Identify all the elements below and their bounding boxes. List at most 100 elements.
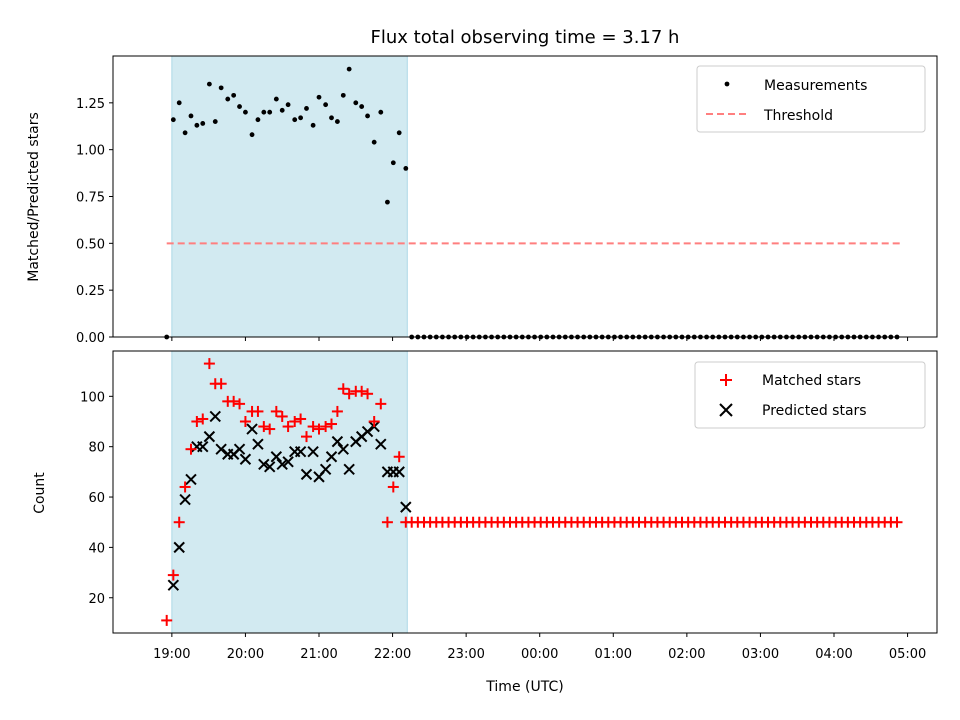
x-tick-label: 20:00: [227, 647, 264, 662]
measurement-point: [396, 130, 402, 136]
matched-star-point: [375, 398, 387, 410]
matched-star-point: [362, 388, 374, 400]
predicted-star-point: [179, 493, 191, 506]
predicted-star-point: [173, 541, 185, 554]
measurement-point: [261, 109, 267, 115]
top-y-tick-label: 0.75: [76, 191, 105, 206]
matched-star-point: [276, 410, 288, 422]
top-y-tick-label: 1.25: [76, 97, 105, 112]
matched-star-point: [252, 405, 264, 417]
measurement-point: [170, 117, 176, 123]
x-tick-label: 02:00: [668, 647, 705, 662]
bottom-panel: 20 40 60 80 100 19:00 20:00 21:00 22:00 23:00 00:…: [32, 350, 938, 695]
top-y-tick-label: 0.00: [76, 331, 105, 346]
predicted-star-point: [209, 410, 221, 423]
matched-star-point: [300, 431, 312, 443]
legend-predicted-marker: [719, 403, 733, 417]
predicted-star-point: [197, 440, 209, 453]
matched-star-point: [891, 516, 903, 528]
predicted-star-point: [294, 446, 307, 458]
matched-star-point: [270, 405, 282, 417]
measurement-point: [403, 166, 409, 171]
matched-star-point: [173, 516, 185, 528]
matched-star-point: [289, 416, 301, 427]
predicted-star-point: [167, 579, 180, 591]
predicted-star-point: [375, 438, 387, 450]
measurement-point: [365, 113, 370, 119]
measurement-point: [304, 106, 309, 111]
matched-star-point: [167, 569, 179, 581]
legend-predicted-stars: Predicted stars: [762, 403, 867, 419]
matched-star-point: [393, 451, 405, 463]
predicted-star-point: [319, 463, 332, 476]
predicted-star-point: [361, 425, 374, 438]
legend-measurements-marker: [724, 81, 730, 87]
bottom-axes-frame: [112, 350, 938, 634]
matched-star-point: [258, 421, 270, 433]
measurement-point: [340, 92, 346, 98]
measurement-point: [346, 66, 352, 72]
measurement-point: [334, 119, 340, 124]
legend-measurements: Measurements: [764, 78, 867, 94]
measurement-point: [231, 92, 237, 98]
matched-star-point: [326, 418, 338, 430]
top-legend: Measurements Threshold: [696, 65, 926, 133]
x-tick-label: 21:00: [300, 647, 337, 662]
measurement-point: [279, 107, 285, 113]
x-tick-label: 01:00: [595, 647, 632, 662]
bottom-y-tick-label: 80: [88, 441, 105, 456]
measurement-point: [243, 109, 248, 115]
predicted-star-point: [307, 446, 319, 458]
top-y-tick-label: 1.00: [76, 144, 105, 159]
bottom-y-axis: 20 40 60 80 100: [80, 390, 113, 607]
matched-star-point: [191, 416, 203, 427]
top-axes-frame: [112, 55, 938, 338]
matched-star-point: [387, 481, 399, 493]
matched-star-point: [313, 423, 325, 435]
predicted-star-point: [185, 473, 197, 486]
measurement-point: [182, 130, 188, 136]
predicted-star-point: [400, 501, 412, 513]
x-tick-label: 19:00: [153, 647, 190, 662]
predicted-star-point: [337, 443, 349, 455]
matched-star-point: [331, 405, 343, 417]
legend-threshold: Threshold: [763, 108, 833, 124]
x-tick-label: 05:00: [889, 647, 926, 662]
measurement-point: [200, 121, 206, 126]
measurement-point: [378, 109, 384, 115]
x-tick-label: 03:00: [742, 647, 779, 662]
x-tick-label: 00:00: [521, 647, 558, 662]
matched-star-point: [185, 443, 197, 455]
bottom-y-tick-label: 20: [88, 592, 105, 607]
matched-star-point: [343, 388, 355, 400]
predicted-star-point: [270, 451, 283, 463]
legend-matched-marker: [720, 374, 732, 386]
predicted-star-point: [300, 468, 313, 481]
measurement-point: [218, 85, 224, 91]
measurement-point: [298, 115, 304, 121]
measurement-point: [273, 96, 279, 102]
chart-title: Flux total observing time = 3.17 h: [371, 27, 680, 48]
measurement-point: [371, 139, 377, 145]
measurement-point: [323, 102, 329, 108]
measurement-point: [176, 100, 182, 106]
matched-star-point: [239, 416, 251, 427]
predicted-star-point: [343, 463, 355, 476]
top-y-axis: 0.00 0.25 0.50 0.75 1.00 1.25: [76, 97, 113, 346]
measurement-point: [255, 117, 261, 123]
matched-star-point: [179, 481, 191, 493]
bottom-y-tick-label: 40: [88, 541, 105, 556]
matched-star-point: [381, 516, 393, 528]
matched-star-point: [203, 358, 215, 370]
predicted-star-point: [331, 435, 344, 448]
predicted-star-point: [276, 458, 288, 471]
measurement-point: [194, 122, 200, 128]
x-tick-label: 23:00: [447, 647, 484, 662]
matched-star-point: [368, 416, 380, 427]
predicted-star-point: [252, 438, 264, 450]
measurement-point: [237, 104, 242, 109]
predicted-star-point: [264, 461, 276, 473]
count-points: [161, 358, 903, 626]
top-y-label: Matched/Predicted stars: [26, 112, 42, 282]
